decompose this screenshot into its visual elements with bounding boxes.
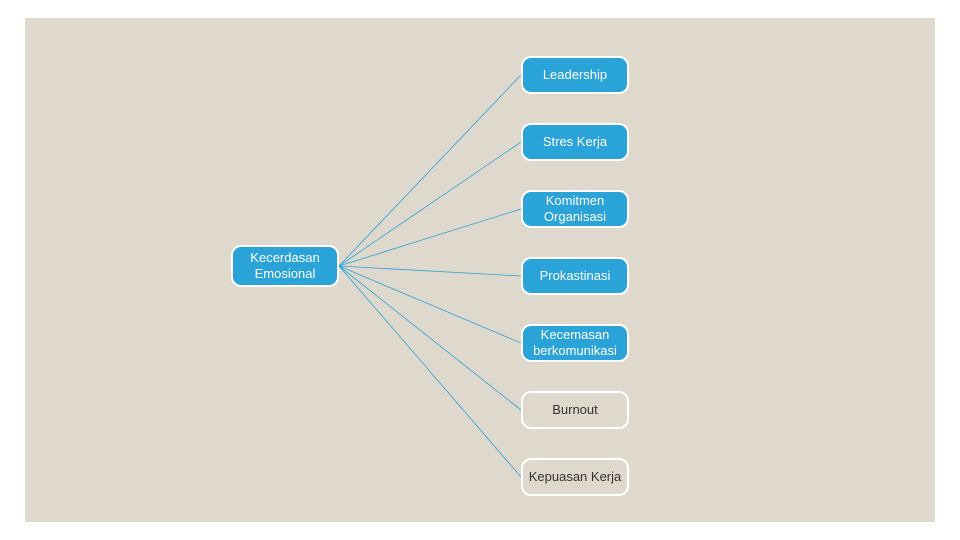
- node-n1: Leadership: [521, 56, 629, 94]
- node-n6: Burnout: [521, 391, 629, 429]
- node-root: Kecerdasan Emosional: [231, 245, 339, 287]
- node-n3: Komitmen Organisasi: [521, 190, 629, 228]
- diagram-canvas: [25, 18, 935, 522]
- node-n7: Kepuasan Kerja: [521, 458, 629, 496]
- node-n4: Prokastinasi: [521, 257, 629, 295]
- node-n2: Stres Kerja: [521, 123, 629, 161]
- node-n5: Kecemasan berkomunikasi: [521, 324, 629, 362]
